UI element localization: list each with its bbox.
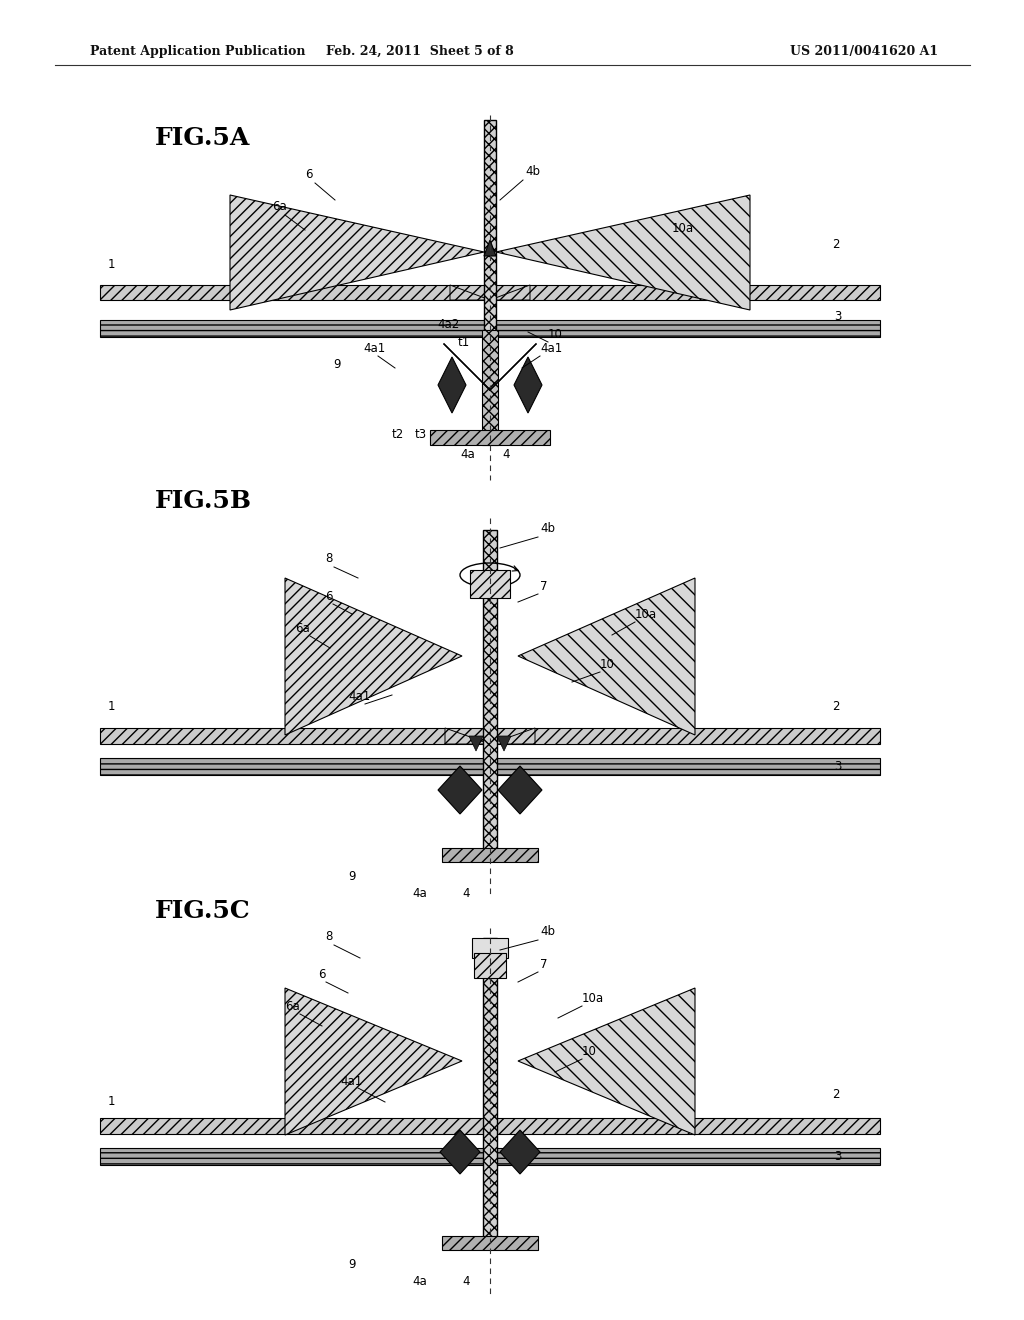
Polygon shape [496, 195, 750, 310]
Text: 10a: 10a [672, 222, 694, 235]
Text: Feb. 24, 2011  Sheet 5 of 8: Feb. 24, 2011 Sheet 5 of 8 [326, 45, 514, 58]
Polygon shape [514, 356, 542, 413]
Text: 10a: 10a [635, 609, 657, 620]
Text: 4a1: 4a1 [340, 1074, 362, 1088]
Polygon shape [285, 987, 462, 1135]
Polygon shape [285, 578, 462, 735]
Bar [100, 1118, 880, 1134]
Polygon shape [484, 240, 496, 256]
Text: FIG.5C: FIG.5C [155, 899, 251, 923]
Polygon shape [497, 737, 511, 751]
Bar [474, 953, 506, 978]
Text: 4: 4 [462, 1275, 469, 1288]
Polygon shape [230, 195, 484, 310]
Polygon shape [490, 285, 530, 300]
Text: FIG.5B: FIG.5B [155, 488, 252, 513]
Polygon shape [490, 729, 535, 744]
Text: 1: 1 [108, 700, 116, 713]
Text: 3: 3 [834, 760, 842, 774]
Polygon shape [518, 987, 695, 1135]
Text: 1: 1 [108, 1096, 116, 1107]
Text: 8: 8 [325, 552, 333, 565]
Polygon shape [440, 1130, 480, 1173]
Text: FIG.5A: FIG.5A [155, 125, 251, 150]
Bar [484, 120, 496, 341]
Text: 4a1: 4a1 [540, 342, 562, 355]
Text: Patent Application Publication: Patent Application Publication [90, 45, 305, 58]
Text: t1: t1 [458, 337, 470, 348]
Text: t2: t2 [392, 428, 404, 441]
Text: 9: 9 [348, 870, 355, 883]
Bar [470, 570, 510, 598]
Text: 4a1: 4a1 [362, 342, 385, 355]
Polygon shape [438, 356, 466, 413]
Text: 8: 8 [325, 931, 333, 942]
Text: 4b: 4b [540, 521, 555, 535]
Bar [483, 939, 497, 1247]
Text: 2: 2 [831, 700, 840, 713]
Text: 10: 10 [548, 327, 563, 341]
Bar [472, 939, 508, 958]
Bar [430, 430, 550, 445]
Text: 7: 7 [540, 579, 548, 593]
Polygon shape [518, 578, 695, 735]
Text: 1: 1 [108, 257, 116, 271]
Bar [100, 1148, 880, 1166]
Text: 6: 6 [318, 968, 326, 981]
Text: 6a: 6a [295, 622, 309, 635]
Bar [442, 847, 538, 862]
Text: 10: 10 [600, 657, 614, 671]
Text: 6a: 6a [272, 201, 287, 213]
Bar [100, 319, 880, 337]
Text: t3: t3 [415, 428, 427, 441]
Text: 4a: 4a [412, 887, 427, 900]
Bar [100, 285, 880, 300]
Bar [482, 330, 498, 445]
Text: US 2011/0041620 A1: US 2011/0041620 A1 [790, 45, 938, 58]
Text: 4: 4 [502, 447, 510, 461]
Text: 4: 4 [462, 887, 469, 900]
Text: 7: 7 [540, 958, 548, 972]
Polygon shape [498, 766, 542, 814]
Text: 6: 6 [325, 590, 333, 603]
Text: 2: 2 [831, 238, 840, 251]
Text: 9: 9 [333, 358, 341, 371]
Text: 2: 2 [831, 1088, 840, 1101]
Polygon shape [450, 285, 490, 300]
Bar [100, 758, 880, 775]
Polygon shape [445, 729, 490, 744]
Text: 4a2: 4a2 [437, 318, 459, 331]
Text: 4a: 4a [460, 447, 475, 461]
Polygon shape [500, 1130, 540, 1173]
Text: 4b: 4b [540, 925, 555, 939]
Text: 10: 10 [582, 1045, 597, 1059]
Text: 10a: 10a [582, 993, 604, 1005]
Bar [442, 1236, 538, 1250]
Text: 4a: 4a [412, 1275, 427, 1288]
Polygon shape [438, 766, 482, 814]
Text: 3: 3 [834, 1150, 842, 1163]
Text: 4a1: 4a1 [348, 690, 371, 704]
Bar [100, 729, 880, 744]
Text: 4b: 4b [525, 165, 540, 178]
Text: 6a: 6a [285, 1001, 300, 1012]
Text: 3: 3 [834, 310, 842, 323]
Text: 6: 6 [305, 168, 312, 181]
Text: 9: 9 [348, 1258, 355, 1271]
Bar [483, 531, 497, 861]
Polygon shape [469, 737, 483, 751]
